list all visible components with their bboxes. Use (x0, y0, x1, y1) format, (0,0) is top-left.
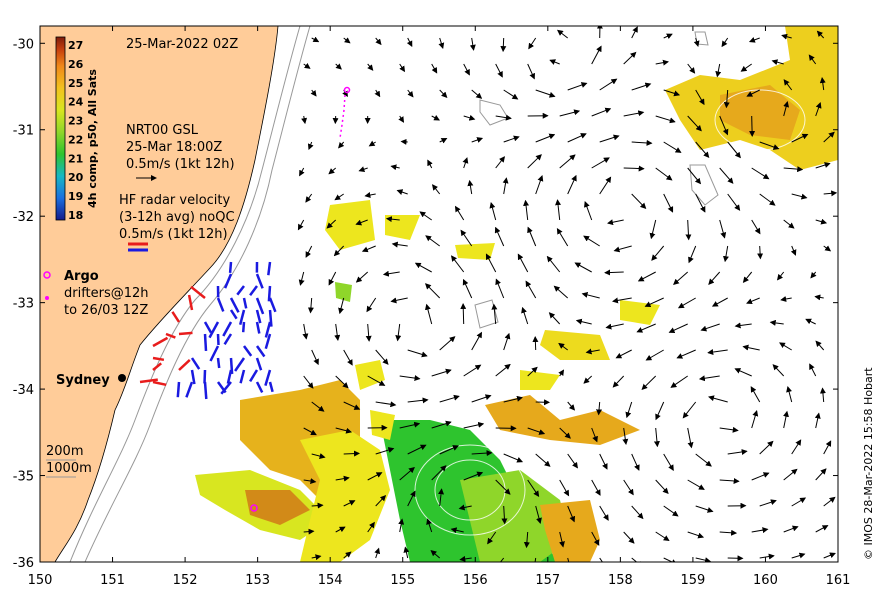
current-arrow (402, 142, 408, 143)
colorbar-tick-label: 24 (68, 96, 84, 109)
lat-tick-label: -35 (13, 470, 34, 485)
current-arrow (624, 168, 644, 169)
radar-arrow-red (153, 358, 164, 360)
radar-arrow-blue (218, 334, 219, 345)
legend-argo: Argo (64, 269, 99, 284)
legend-radar-scale: 0.5m/s (1kt 12h) (119, 227, 228, 242)
lat-tick-label: -33 (13, 297, 34, 312)
radar-arrow-blue (205, 334, 206, 351)
legend-drifters-line2: to 26/03 12Z (64, 303, 148, 318)
colorbar-tick-label: 26 (68, 58, 84, 71)
lon-tick-label: 152 (173, 573, 198, 588)
legend-radar-line2: (3-12h avg) noQC (119, 210, 235, 225)
lat-tick-label: -34 (13, 383, 34, 398)
place-sydney: Sydney (56, 373, 110, 388)
depth-label-200m: 200m (46, 444, 83, 459)
credit-text: © IMOS 28-Mar-2022 15:58 Hobart (862, 367, 875, 560)
lat-tick-label: -31 (13, 124, 34, 139)
radar-arrow-blue (218, 358, 219, 368)
current-arrow (752, 116, 753, 136)
colorbar-tick-label: 21 (68, 152, 83, 165)
radar-arrow-blue (205, 370, 206, 383)
radar-arrow-blue (268, 262, 270, 275)
sydney-marker (118, 374, 126, 382)
colorbar-tick-label: 19 (68, 190, 83, 203)
colorbar-tick-label: 27 (68, 39, 83, 52)
current-arrow (605, 272, 624, 273)
radar-arrow-blue (205, 382, 206, 399)
depth-label-1000m: 1000m (46, 461, 92, 476)
legend-model-time: 25-Mar 18:00Z (126, 140, 222, 155)
lon-tick-label: 159 (680, 573, 705, 588)
lat-tick-label: -32 (13, 210, 34, 225)
legend-model-name: NRT00 GSL (126, 123, 199, 138)
current-arrow (344, 453, 359, 454)
colorbar (56, 37, 65, 220)
lon-tick-label: 151 (100, 573, 125, 588)
colorbar-tick-label: 23 (68, 115, 83, 128)
radar-arrow-blue (243, 322, 244, 332)
lon-tick-label: 153 (245, 573, 270, 588)
lon-tick-label: 157 (535, 573, 560, 588)
lon-tick-label: 155 (390, 573, 415, 588)
colorbar-tick-label: 22 (68, 133, 83, 146)
legend-drifter-marker (45, 296, 49, 300)
sst-patch-c (455, 243, 495, 260)
map-title: 25-Mar-2022 02Z (126, 37, 238, 52)
radar-arrow-blue (230, 262, 231, 273)
current-arrow (503, 38, 504, 51)
radar-arrow-blue (178, 382, 179, 397)
current-arrow (535, 337, 536, 350)
lon-tick-label: 150 (28, 573, 53, 588)
colorbar-tick-label: 20 (68, 171, 84, 184)
lon-tick-label: 154 (318, 573, 343, 588)
plot-area (40, 24, 838, 571)
legend-model-scale: 0.5m/s (1kt 12h) (126, 157, 235, 172)
legend-drifters-line1: drifters@12h (64, 286, 149, 301)
current-arrow (760, 246, 761, 258)
lat-tick-label: -36 (13, 556, 34, 571)
colorbar-tick-label: 25 (68, 77, 83, 90)
legend-radar-line1: HF radar velocity (119, 193, 231, 208)
colorbar-title: 4h comp, p50, All Sats (86, 69, 99, 208)
lat-tick-label: -30 (13, 37, 34, 52)
lon-tick-label: 158 (608, 573, 633, 588)
colorbar-tick-label: 18 (68, 209, 83, 222)
radar-arrow-red (179, 333, 193, 334)
lon-tick-label: 160 (753, 573, 778, 588)
lon-tick-label: 156 (463, 573, 488, 588)
lon-tick-label: 161 (826, 573, 851, 588)
current-arrow (463, 304, 464, 324)
